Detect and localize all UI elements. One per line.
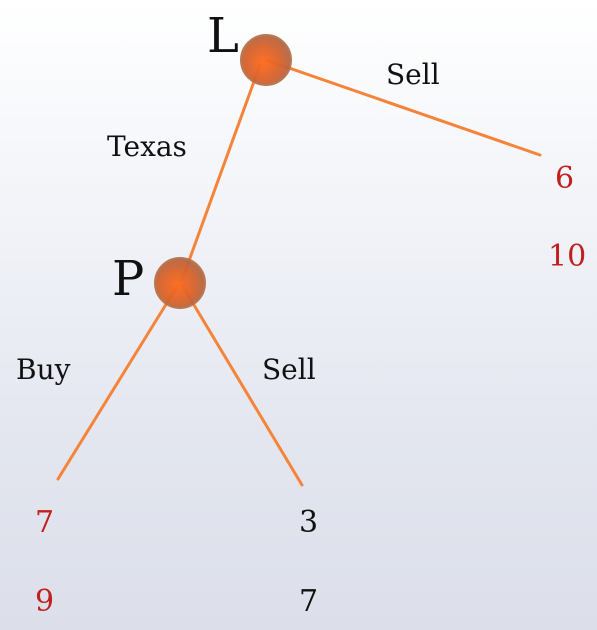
edge-line-l-texas (180, 63, 262, 282)
edge-label-p-buy: Buy (16, 353, 71, 386)
edge-label-l-texas: Texas (107, 130, 187, 163)
payoff-p-sell-second: 7 (299, 584, 319, 619)
edge-line-l-sell (264, 58, 542, 157)
node-l-circle (240, 34, 292, 86)
payoff-p-sell-first: 3 (299, 505, 319, 540)
edge-line-p-sell (180, 283, 304, 487)
payoff-l-sell-second: 10 (548, 239, 587, 274)
edge-label-l-sell: Sell (386, 58, 440, 91)
node-l-label: L (207, 8, 239, 64)
node-p-label: P (112, 251, 145, 307)
edge-line-p-buy (56, 283, 180, 481)
node-p-circle (154, 257, 206, 309)
payoff-l-sell-first: 6 (555, 161, 575, 196)
edge-label-p-sell: Sell (262, 353, 316, 386)
payoff-p-buy-second: 9 (35, 584, 55, 619)
payoff-p-buy-first: 7 (35, 505, 55, 540)
tree-edges (56, 58, 542, 487)
